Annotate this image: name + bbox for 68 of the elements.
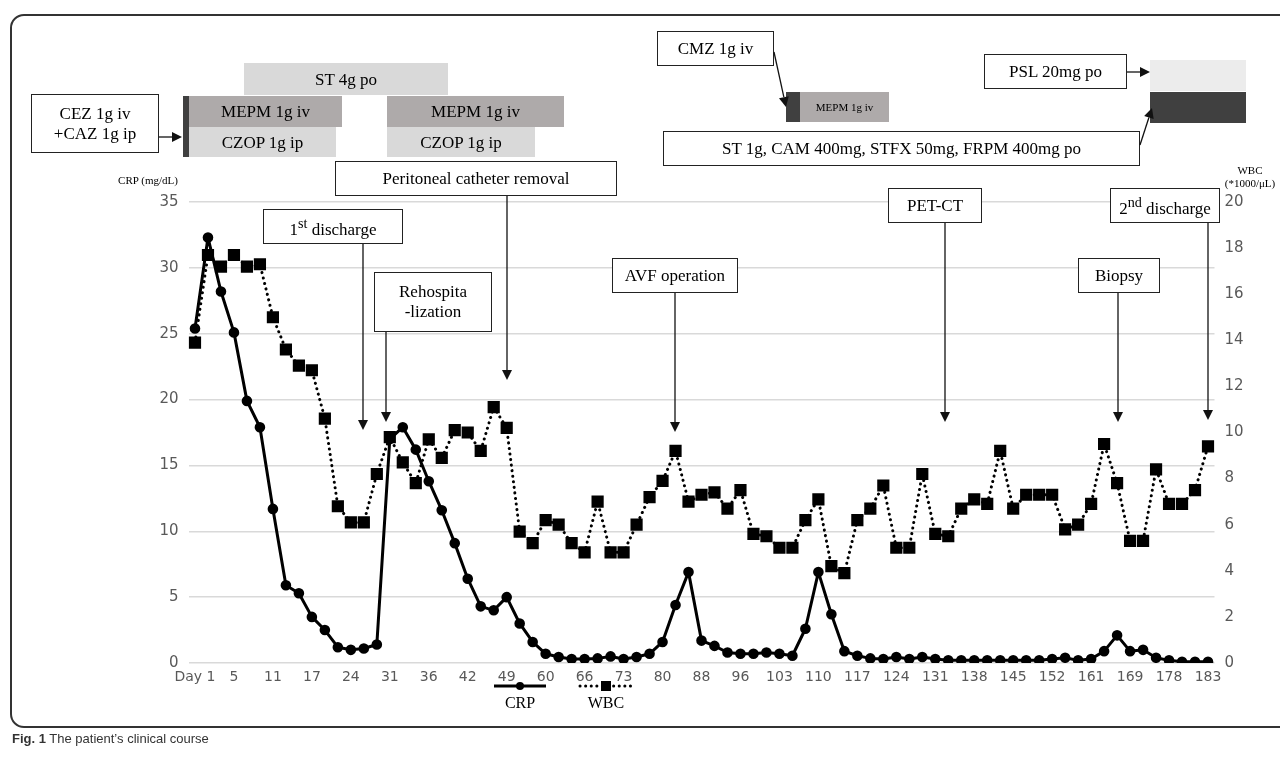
text: CMZ 1g iv <box>677 38 754 59</box>
legend-label: WBC <box>587 694 625 712</box>
y-tick-label: 10 <box>159 521 179 540</box>
y-tick-label: 35 <box>159 191 179 210</box>
text: PSL 20mg po <box>1009 61 1102 82</box>
x-tick-label: 49 <box>497 668 516 685</box>
x-tick-label: 60 <box>536 668 555 685</box>
y2-tick-label: 2 <box>1224 606 1235 625</box>
x-tick-label: 161 <box>1077 668 1105 685</box>
x-tick-label: 178 <box>1155 668 1183 685</box>
x-tick-label: 103 <box>766 668 793 685</box>
text: CEZ 1g iv +CAZ 1g ip <box>52 103 138 144</box>
annotation: AVF operation <box>624 265 726 286</box>
x-tick-label: 42 <box>458 668 477 685</box>
y-tick-label: 20 <box>159 389 179 408</box>
x-tick-label: 169 <box>1116 668 1144 685</box>
x-tick-label: 138 <box>960 668 988 685</box>
x-tick-label: 110 <box>805 668 832 685</box>
x-tick-label: 36 <box>419 668 438 685</box>
y2-tick-label: 8 <box>1224 468 1235 487</box>
text: ST 1g, CAM 400mg, STFX 50mg, FRPM 400mg po <box>721 138 1082 159</box>
x-tick-label: 96 <box>731 668 750 685</box>
text: MEPM 1g iv <box>221 102 310 121</box>
text: ST 4g po <box>314 69 378 89</box>
y-tick-label: 25 <box>159 323 179 342</box>
text: Peritoneal catheter removal <box>382 168 570 189</box>
y2-tick-label: 14 <box>1224 330 1244 349</box>
y2-tick-label: 18 <box>1224 237 1244 256</box>
x-tick-label: 88 <box>692 668 711 685</box>
x-tick-label: 80 <box>653 668 672 685</box>
x-tick-label: Day 1 <box>174 668 216 685</box>
y-axis-title: CRP (mg/dL) <box>118 174 178 186</box>
x-tick-label: 124 <box>882 668 910 685</box>
text: CZOP 1g ip <box>420 132 502 152</box>
y2-tick-label: 20 <box>1224 191 1244 210</box>
x-tick-label: 31 <box>380 668 399 685</box>
x-tick-label: 183 <box>1194 668 1222 685</box>
x-tick-label: 152 <box>1038 668 1066 685</box>
y-tick-label: 30 <box>159 257 179 276</box>
y2-tick-label: 16 <box>1224 284 1244 303</box>
x-tick-label: 17 <box>302 668 321 685</box>
text: CZOP 1g ip <box>221 132 304 152</box>
y2-tick-label: 6 <box>1224 514 1235 533</box>
caption: Fig. 1 The patient’s clinical course <box>12 731 210 748</box>
x-tick-label: 73 <box>614 668 633 685</box>
y2-tick-label: 12 <box>1224 376 1244 395</box>
annotation: Rehospita -lization <box>398 282 468 322</box>
x-tick-label: 117 <box>843 668 871 685</box>
text: MEPM 1g iv <box>431 102 520 121</box>
y-tick-label: 5 <box>168 587 179 606</box>
annotation: Biopsy <box>1094 265 1144 286</box>
y2-axis-title: WBC (*1000/μL) <box>1223 164 1277 191</box>
y-tick-label: 15 <box>159 455 179 474</box>
legend-label: CRP <box>504 694 536 712</box>
y2-tick-label: 10 <box>1224 422 1244 441</box>
y2-tick-label: 0 <box>1224 652 1235 671</box>
x-tick-label: 11 <box>264 668 282 685</box>
annotation: 2$^{nd}$ discharge <box>1119 193 1211 219</box>
annotation: PET-CT <box>906 195 964 216</box>
text: MEPM 1g iv <box>815 100 874 114</box>
x-tick-label: 66 <box>575 668 594 685</box>
y2-tick-label: 4 <box>1224 560 1235 579</box>
y-tick-label: 0 <box>168 652 179 671</box>
x-tick-label: 131 <box>921 668 949 685</box>
x-tick-label: 24 <box>341 668 360 685</box>
annotation: 1$^{st}$ discharge <box>289 214 377 240</box>
x-tick-label: 145 <box>999 668 1027 685</box>
x-tick-label: 5 <box>229 668 239 685</box>
